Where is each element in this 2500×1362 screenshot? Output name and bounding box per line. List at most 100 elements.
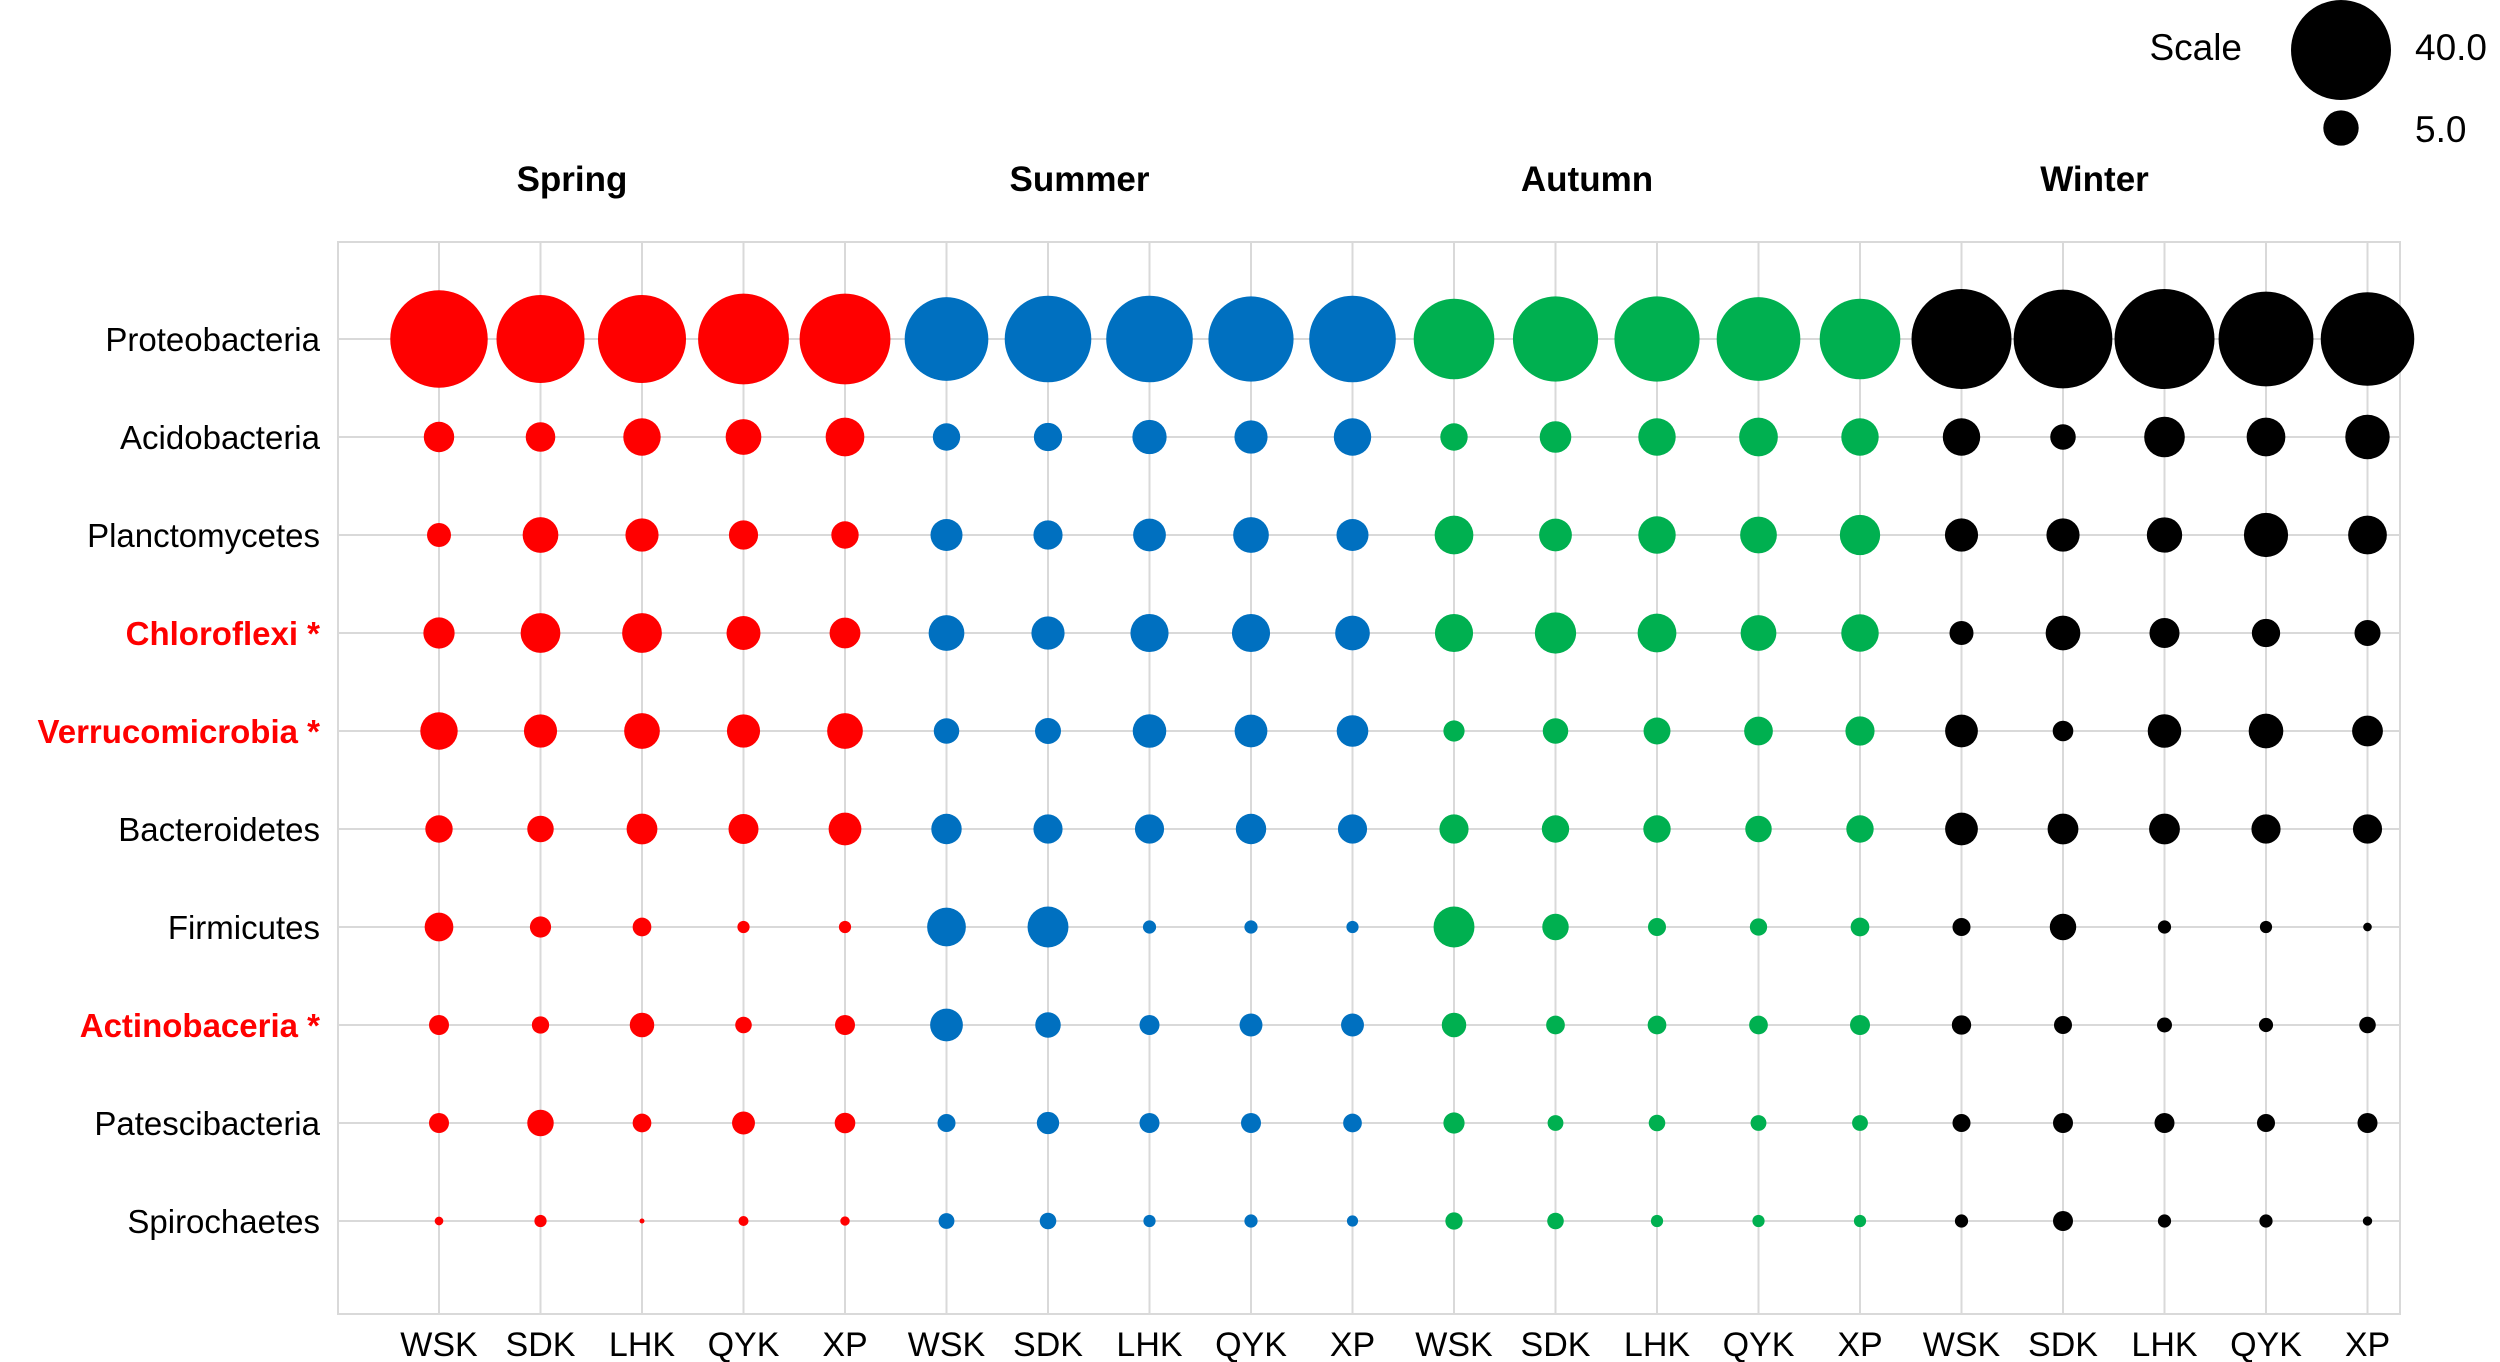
bubble-spirochaetes-spring-xp	[840, 1216, 850, 1226]
bubble-bacteroidetes-summer-wsk	[931, 813, 962, 845]
season-header-spring: Spring	[517, 160, 628, 199]
bubble-actinobaceria-autumn-sdk	[1546, 1015, 1565, 1035]
x-tick-label-sdk: SDK	[506, 1326, 576, 1362]
bubble-actinobaceria-winter-sdk	[2053, 1015, 2073, 1035]
x-tick-label-xp: XP	[1330, 1326, 1375, 1362]
bubble-acidobacteria-autumn-qyk	[1739, 417, 1778, 457]
bubble-bacteroidetes-spring-lhk	[626, 813, 658, 845]
bubble-actinobaceria-summer-wsk	[930, 1008, 963, 1042]
bubble-spirochaetes-autumn-qyk	[1752, 1214, 1765, 1228]
bubble-layer	[390, 289, 2415, 1231]
bubble-proteobacteria-autumn-xp	[1819, 298, 1901, 380]
bubble-firmicutes-winter-lhk	[2157, 920, 2172, 934]
x-tick-label-lhk: LHK	[2131, 1326, 2197, 1362]
season-header-winter: Winter	[2040, 160, 2149, 199]
bubble-acidobacteria-winter-sdk	[2050, 424, 2076, 450]
bubble-patescibacteria-winter-xp	[2357, 1113, 2378, 1133]
bubble-chloroflexi-summer-wsk	[928, 615, 965, 651]
bubble-planctomycetes-summer-sdk	[1033, 520, 1063, 550]
bubble-acidobacteria-summer-xp	[1333, 418, 1372, 456]
bubble-firmicutes-autumn-lhk	[1647, 917, 1667, 937]
bubble-patescibacteria-summer-qyk	[1241, 1113, 1261, 1133]
bubble-bacteroidetes-autumn-wsk	[1439, 814, 1469, 844]
bubble-chloroflexi-autumn-wsk	[1434, 613, 1474, 653]
bubble-verrucomicrobia-autumn-wsk	[1443, 720, 1465, 742]
bubble-patescibacteria-spring-qyk	[732, 1111, 755, 1135]
bubble-bacteroidetes-autumn-sdk	[1541, 815, 1570, 843]
bubble-patescibacteria-autumn-sdk	[1547, 1115, 1564, 1131]
bubble-verrucomicrobia-autumn-xp	[1845, 716, 1875, 746]
bubble-acidobacteria-spring-sdk	[525, 422, 556, 452]
bubble-bacteroidetes-summer-xp	[1337, 814, 1368, 844]
bubble-planctomycetes-winter-qyk	[2243, 512, 2289, 558]
bubble-verrucomicrobia-winter-xp	[2352, 715, 2383, 747]
bubble-spirochaetes-summer-lhk	[1143, 1214, 1156, 1228]
bubble-planctomycetes-autumn-wsk	[1434, 515, 1474, 555]
bubble-proteobacteria-spring-xp	[799, 293, 891, 385]
bubble-actinobaceria-summer-qyk	[1239, 1013, 1263, 1037]
bubble-actinobaceria-autumn-xp	[1850, 1015, 1870, 1035]
y-tick-label-firmicutes: Firmicutes	[168, 909, 320, 946]
bubble-planctomycetes-winter-xp	[2348, 515, 2387, 555]
bubble-chloroflexi-spring-xp	[829, 617, 861, 649]
bubble-chloroflexi-autumn-qyk	[1740, 615, 1777, 651]
bubble-patescibacteria-winter-wsk	[1952, 1113, 1971, 1133]
bubble-patescibacteria-winter-qyk	[2256, 1113, 2276, 1133]
bubble-verrucomicrobia-spring-sdk	[523, 714, 558, 748]
bubble-planctomycetes-summer-qyk	[1233, 517, 1269, 553]
bubble-bacteroidetes-spring-qyk	[728, 814, 759, 844]
bubble-chloroflexi-autumn-sdk	[1534, 612, 1577, 654]
x-tick-label-sdk: SDK	[1013, 1326, 1083, 1362]
bubble-spirochaetes-spring-sdk	[534, 1214, 547, 1228]
bubble-acidobacteria-winter-wsk	[1942, 418, 1981, 456]
bubble-bacteroidetes-winter-wsk	[1945, 812, 1978, 846]
bubble-patescibacteria-spring-wsk	[429, 1113, 449, 1133]
x-tick-label-lhk: LHK	[609, 1326, 675, 1362]
bubble-chloroflexi-winter-sdk	[2045, 615, 2081, 651]
bubble-patescibacteria-autumn-xp	[1852, 1115, 1868, 1131]
bubble-patescibacteria-summer-sdk	[1036, 1111, 1060, 1135]
bubble-spirochaetes-spring-lhk	[639, 1218, 645, 1224]
bubble-bacteroidetes-spring-xp	[828, 812, 862, 846]
bubble-planctomycetes-autumn-xp	[1839, 514, 1881, 556]
bubble-spirochaetes-summer-xp	[1346, 1215, 1359, 1227]
x-tick-label-wsk: WSK	[400, 1326, 478, 1362]
bubble-chloroflexi-summer-qyk	[1231, 613, 1271, 653]
bubble-actinobaceria-spring-xp	[835, 1015, 855, 1035]
bubble-spirochaetes-winter-sdk	[2053, 1211, 2073, 1231]
bubble-chloroflexi-winter-lhk	[2149, 618, 2180, 648]
x-tick-label-xp: XP	[2345, 1326, 2390, 1362]
bubble-proteobacteria-autumn-sdk	[1512, 296, 1599, 382]
bubble-verrucomicrobia-summer-sdk	[1035, 718, 1061, 744]
bubble-proteobacteria-summer-sdk	[1004, 295, 1092, 383]
bubble-planctomycetes-summer-lhk	[1133, 518, 1166, 552]
y-tick-label-bacteroidetes: Bacteroidetes	[118, 811, 320, 848]
bubble-planctomycetes-spring-qyk	[728, 520, 759, 550]
y-tick-label-actinobaceria: Actinobaceria *	[80, 1007, 320, 1044]
bubble-verrucomicrobia-spring-qyk	[726, 714, 761, 748]
bubble-firmicutes-summer-xp	[1346, 920, 1359, 934]
bubble-actinobaceria-spring-lhk	[629, 1012, 655, 1038]
bubble-acidobacteria-summer-qyk	[1234, 420, 1268, 454]
bubble-verrucomicrobia-summer-qyk	[1234, 714, 1268, 748]
bubble-planctomycetes-summer-wsk	[930, 518, 963, 552]
bubble-acidobacteria-spring-qyk	[725, 419, 762, 455]
x-tick-label-sdk: SDK	[1521, 1326, 1591, 1362]
y-tick-label-planctomycetes: Planctomycetes	[87, 517, 320, 554]
bubble-bacteroidetes-winter-qyk	[2251, 814, 2281, 844]
bubble-verrucomicrobia-winter-wsk	[1945, 714, 1978, 748]
bubble-patescibacteria-spring-sdk	[527, 1109, 554, 1137]
bubble-planctomycetes-spring-xp	[831, 521, 859, 549]
bubble-chloroflexi-summer-xp	[1335, 615, 1370, 651]
bubble-proteobacteria-winter-sdk	[2013, 289, 2113, 389]
bubble-spirochaetes-spring-wsk	[434, 1216, 444, 1226]
y-tick-label-chloroflexi: Chloroflexi *	[126, 615, 321, 652]
bubble-actinobaceria-winter-lhk	[2157, 1017, 2172, 1033]
bubble-chloroflexi-spring-sdk	[520, 613, 561, 653]
bubble-firmicutes-winter-sdk	[2049, 913, 2077, 941]
bubble-actinobaceria-autumn-wsk	[1441, 1012, 1467, 1038]
bubble-proteobacteria-winter-qyk	[2218, 291, 2314, 387]
legend-bubble-5	[2323, 110, 2359, 146]
bubble-firmicutes-winter-xp	[2363, 922, 2372, 932]
bubble-chloroflexi-spring-qyk	[726, 616, 761, 650]
